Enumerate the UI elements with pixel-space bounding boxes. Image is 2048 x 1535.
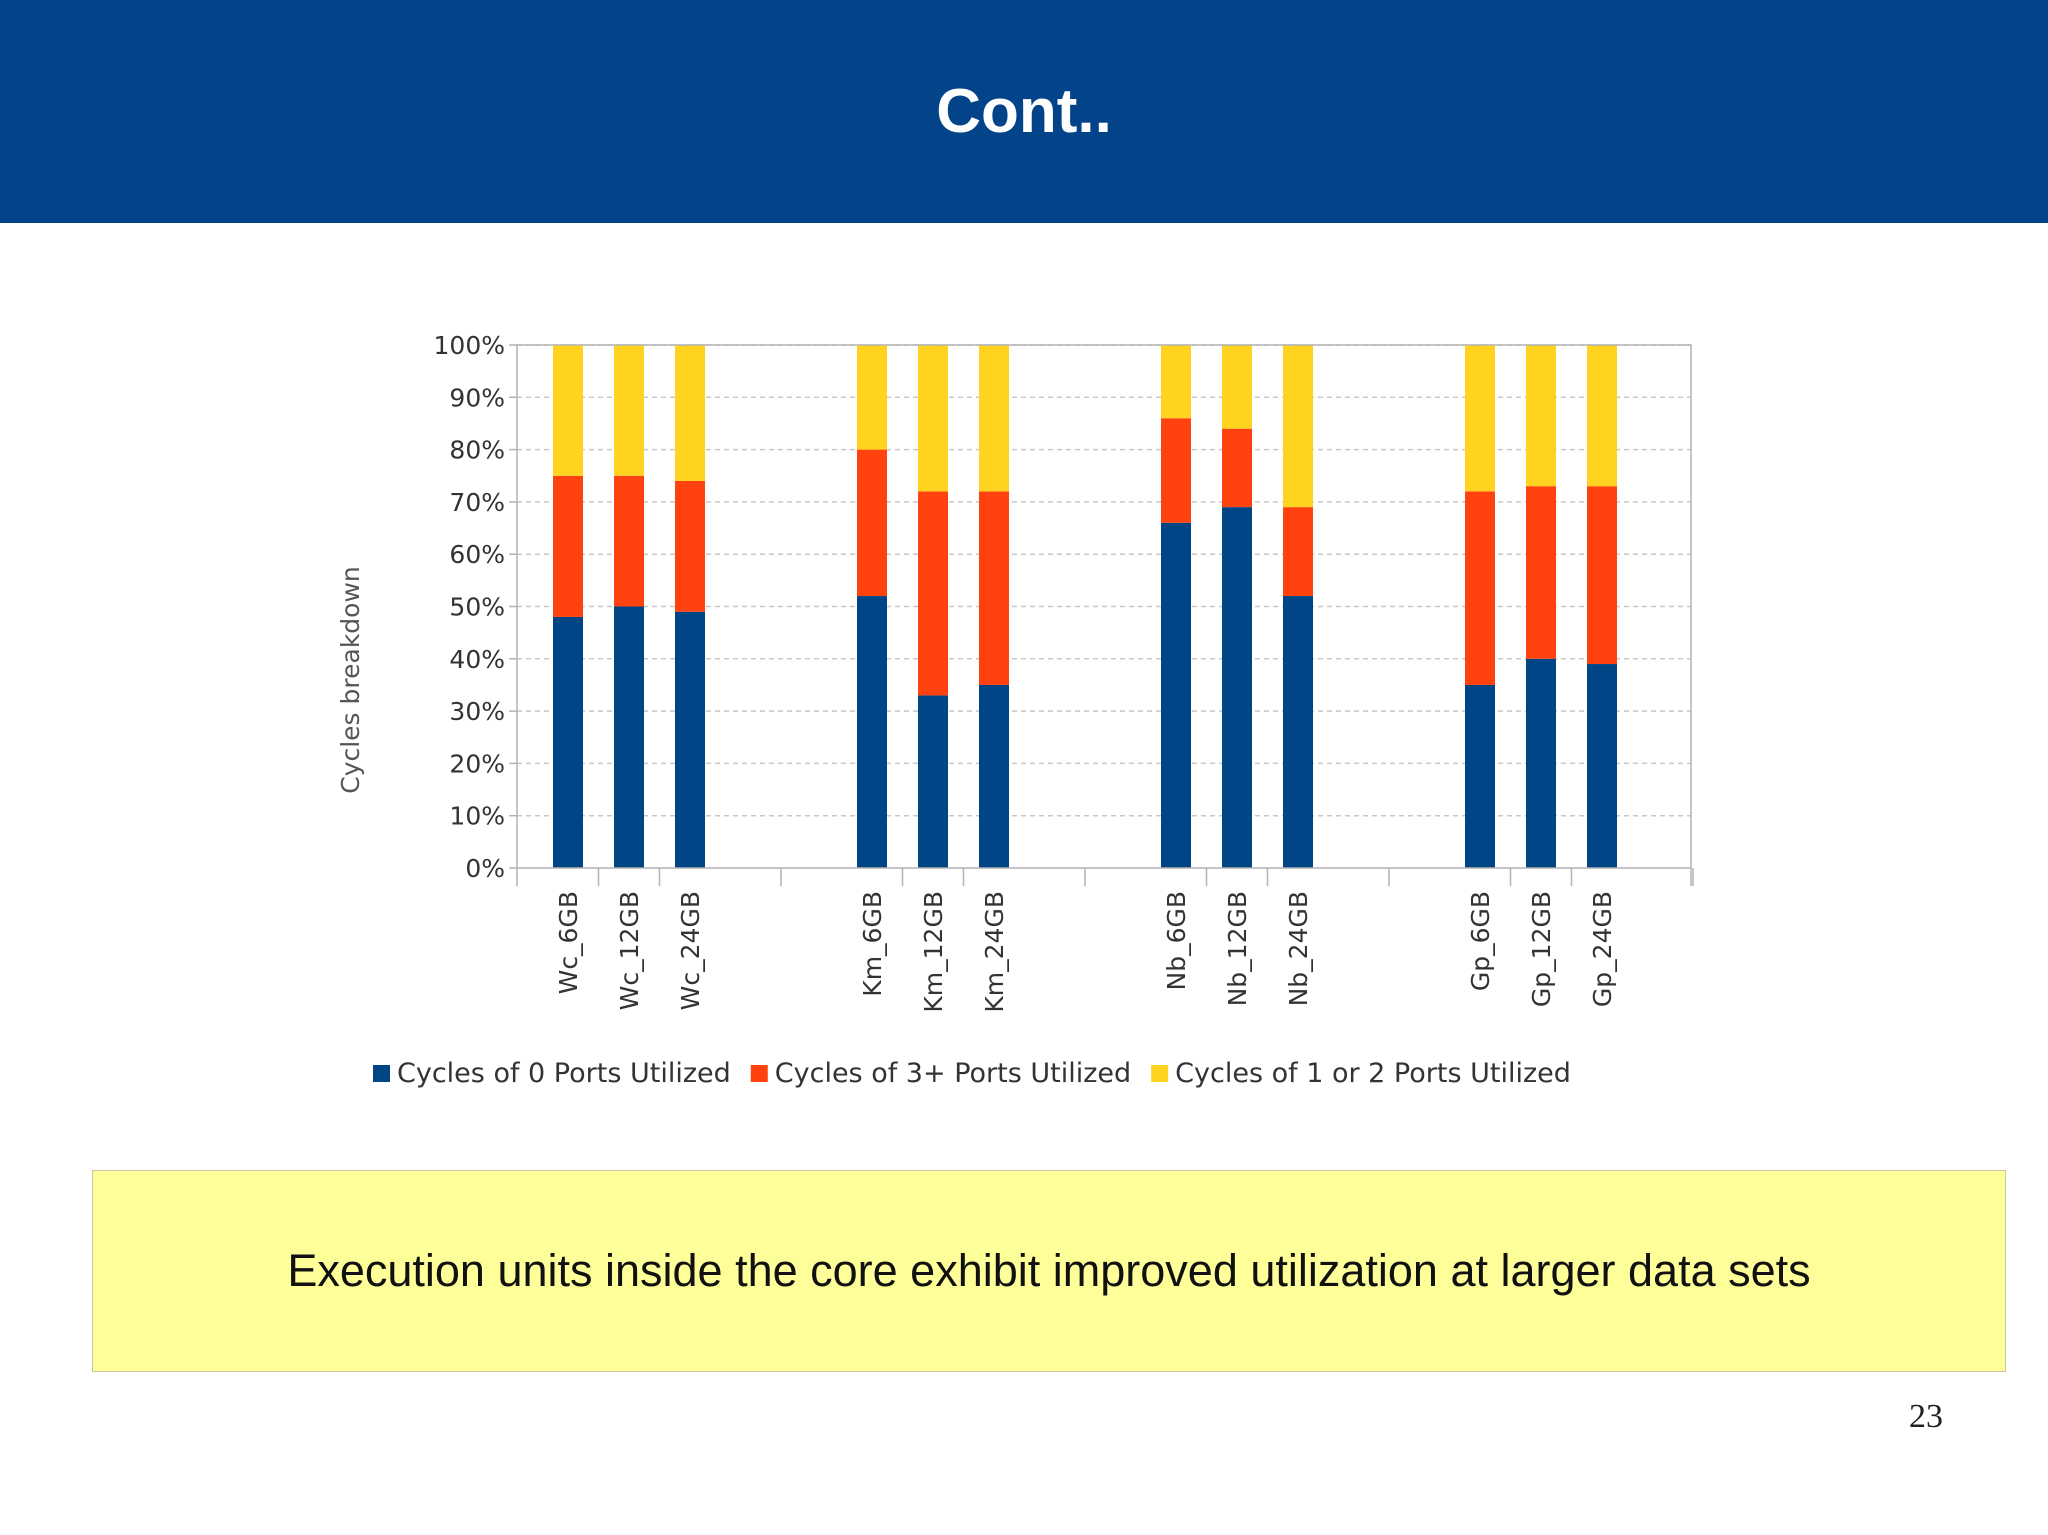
x-tick-label: Gp_24GB [1588,891,1617,1007]
legend: Cycles of 0 Ports Utilized Cycles of 3+ P… [373,1058,1571,1089]
x-tick-label: Gp_6GB [1466,891,1495,991]
bar-segment [1161,345,1191,419]
bar-segment [857,596,887,868]
bar-segment [1526,658,1556,868]
x-tick-label: Nb_24GB [1284,891,1313,1006]
legend-swatch [750,1065,768,1082]
y-tick-label: 50% [449,593,505,622]
bar-segment [553,616,583,868]
legend-label: Cycles of 1 or 2 Ports Utilized [1175,1058,1571,1089]
y-tick-label: 0% [465,854,505,883]
bar-segment [1222,507,1252,868]
bar-segment [1465,491,1495,685]
bar-segment [1222,345,1252,429]
callout-text: Execution units inside the core exhibit … [287,1245,1811,1296]
bar-segment [1587,345,1617,487]
bar-segment [1465,684,1495,868]
bar-segment [1526,345,1556,487]
y-tick-label: 80% [449,436,505,465]
y-tick-label: 10% [449,802,505,831]
x-tick-labels: Wc_6GB Wc_12GB Wc_24GB Km_6GB Km_12GB Km_24GB… [554,891,1617,1013]
bar-segment [979,345,1009,492]
y-tick-label: 70% [449,488,505,517]
bar-segment [1283,596,1313,868]
bar-segment [1587,486,1617,665]
x-tick-label: Km_6GB [858,891,887,997]
y-tick-label: 90% [449,383,505,412]
legend-label: Cycles of 0 Ports Utilized [397,1058,731,1089]
bar-segment [918,345,948,492]
x-tick-label: Nb_6GB [1162,891,1191,991]
bar-segment [979,491,1009,685]
bar-segment [979,684,1009,868]
y-tick-label: 40% [449,645,505,674]
bar-segment [675,345,705,481]
bar-segment [1222,428,1252,508]
y-axis-label: Cycles breakdown [336,566,365,794]
legend-swatch [1151,1065,1169,1082]
x-tick-label: Gp_12GB [1527,891,1556,1007]
bar-segment [857,345,887,450]
y-tick-label: 30% [449,697,505,726]
bar-segment [675,611,705,868]
x-tick-label: Wc_24GB [676,891,705,1010]
page-number: 23 [1909,1398,1943,1435]
bar-segment [614,345,644,476]
stacked-bar-chart: 0% 10% 20% 30% 40% 50% 60% 70% 80% 90% 100% Wc_6GB… [315,315,1705,1125]
bar-segment [1587,664,1617,868]
y-tick-label: 20% [449,749,505,778]
bar-segment [675,480,705,612]
bar-segment [918,491,948,696]
plot-frame [516,344,1692,869]
bar-segment [1283,345,1313,508]
x-tick-label: Wc_6GB [554,891,583,994]
chart-svg: 0% 10% 20% 30% 40% 50% 60% 70% 80% 90% 100% Wc_6GB… [315,315,1705,1125]
x-tick-label: Km_12GB [919,891,948,1013]
x-tick-label: Nb_12GB [1223,891,1252,1006]
bars [553,345,1617,868]
bar-segment [1465,345,1495,492]
x-tick-label: Km_24GB [980,891,1009,1013]
x-tick-label: Wc_12GB [615,891,644,1010]
chart-background [315,315,1705,1125]
legend-label: Cycles of 3+ Ports Utilized [775,1058,1131,1089]
slide-title: Cont.. [936,77,1112,146]
legend-swatch [373,1065,390,1082]
bar-segment [1161,522,1191,868]
bar-segment [1161,418,1191,523]
bar-segment [553,475,583,617]
y-tick-labels: 0% 10% 20% 30% 40% 50% 60% 70% 80% 90% 100% [434,331,505,883]
callout-box: Execution units inside the core exhibit … [92,1170,2006,1372]
bar-segment [553,345,583,476]
bar-segment [1283,507,1313,597]
bar-segment [1526,486,1556,659]
bar-segment [918,695,948,868]
y-tick-label: 60% [449,540,505,569]
axes [516,344,1694,886]
bar-segment [614,475,644,607]
y-tick-label: 100% [434,331,505,360]
bar-segment [614,606,644,868]
slide-header: Cont.. [0,0,2048,223]
bar-segment [857,449,887,597]
